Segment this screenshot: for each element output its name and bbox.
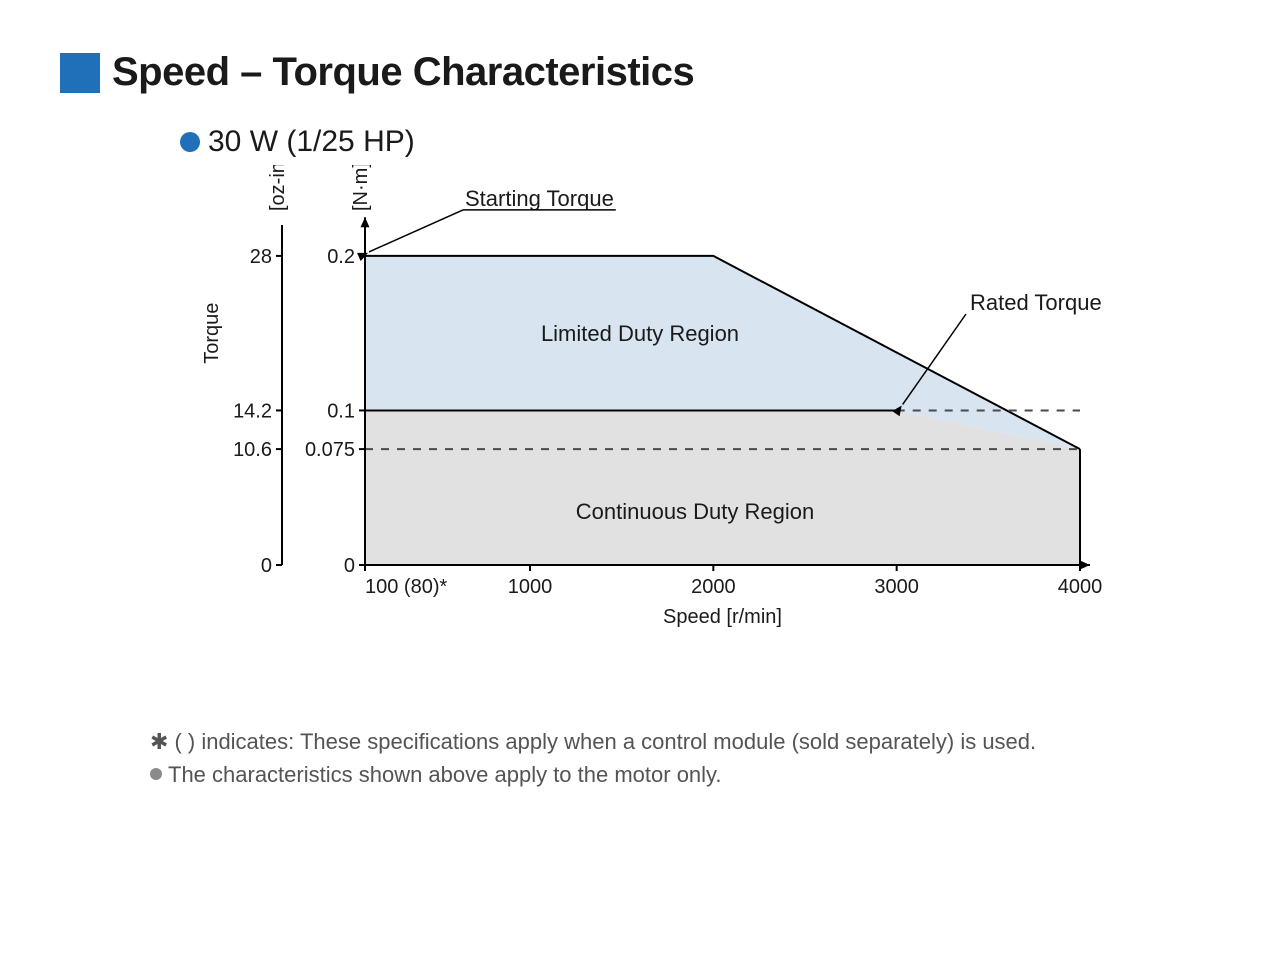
svg-text:2000: 2000 xyxy=(691,576,736,598)
svg-text:0: 0 xyxy=(261,555,272,577)
svg-text:10.6: 10.6 xyxy=(233,439,272,461)
svg-text:0.1: 0.1 xyxy=(327,400,355,422)
footnotes: ✱ ( ) indicates: These specifications ap… xyxy=(150,725,1220,791)
footnote-1: ✱ ( ) indicates: These specifications ap… xyxy=(150,725,1220,758)
page: Speed – Torque Characteristics 30 W (1/2… xyxy=(0,0,1280,960)
subtitle: 30 W (1/25 HP) xyxy=(208,125,415,159)
continuous-region xyxy=(365,410,1080,565)
svg-text:1000: 1000 xyxy=(508,576,553,598)
limited-region-label: Limited Duty Region xyxy=(541,321,739,346)
svg-text:[N·m]: [N·m] xyxy=(350,165,372,211)
continuous-region-label: Continuous Duty Region xyxy=(576,499,814,524)
svg-text:0.2: 0.2 xyxy=(327,246,355,268)
svg-text:[oz-in]: [oz-in] xyxy=(267,165,289,211)
footnote-2: The characteristics shown above apply to… xyxy=(150,758,1220,791)
bullet-icon xyxy=(180,132,200,152)
svg-text:14.2: 14.2 xyxy=(233,400,272,422)
title-square-icon xyxy=(60,53,100,93)
svg-text:3000: 3000 xyxy=(874,576,919,598)
footnote-2-text: The characteristics shown above apply to… xyxy=(168,758,722,791)
bullet-icon xyxy=(150,768,162,780)
svg-text:4000: 4000 xyxy=(1058,576,1103,598)
chart-svg: 0 10.6 14.2 28 0 0.075 0.1 0.2 100 (80)* 1000 2000… xyxy=(200,165,1120,645)
footnote-1-text: ( ) indicates: These specifications appl… xyxy=(174,725,1036,758)
svg-text:0: 0 xyxy=(344,555,355,577)
svg-text:100 (80)*: 100 (80)* xyxy=(365,576,447,598)
chart: 0 10.6 14.2 28 0 0.075 0.1 0.2 100 (80)* 1000 2000… xyxy=(200,165,1120,645)
title-row: Speed – Torque Characteristics xyxy=(60,50,1220,95)
asterisk-icon: ✱ xyxy=(150,725,168,758)
rated-torque-label: Rated Torque xyxy=(970,290,1102,315)
starting-torque-label: Starting Torque xyxy=(465,186,614,211)
page-title: Speed – Torque Characteristics xyxy=(112,50,694,95)
svg-text:Speed [r/min]: Speed [r/min] xyxy=(663,606,782,628)
svg-text:0.075: 0.075 xyxy=(305,439,355,461)
svg-text:Torque: Torque xyxy=(201,303,223,364)
svg-text:28: 28 xyxy=(250,246,272,268)
subtitle-row: 30 W (1/25 HP) xyxy=(180,125,1220,159)
